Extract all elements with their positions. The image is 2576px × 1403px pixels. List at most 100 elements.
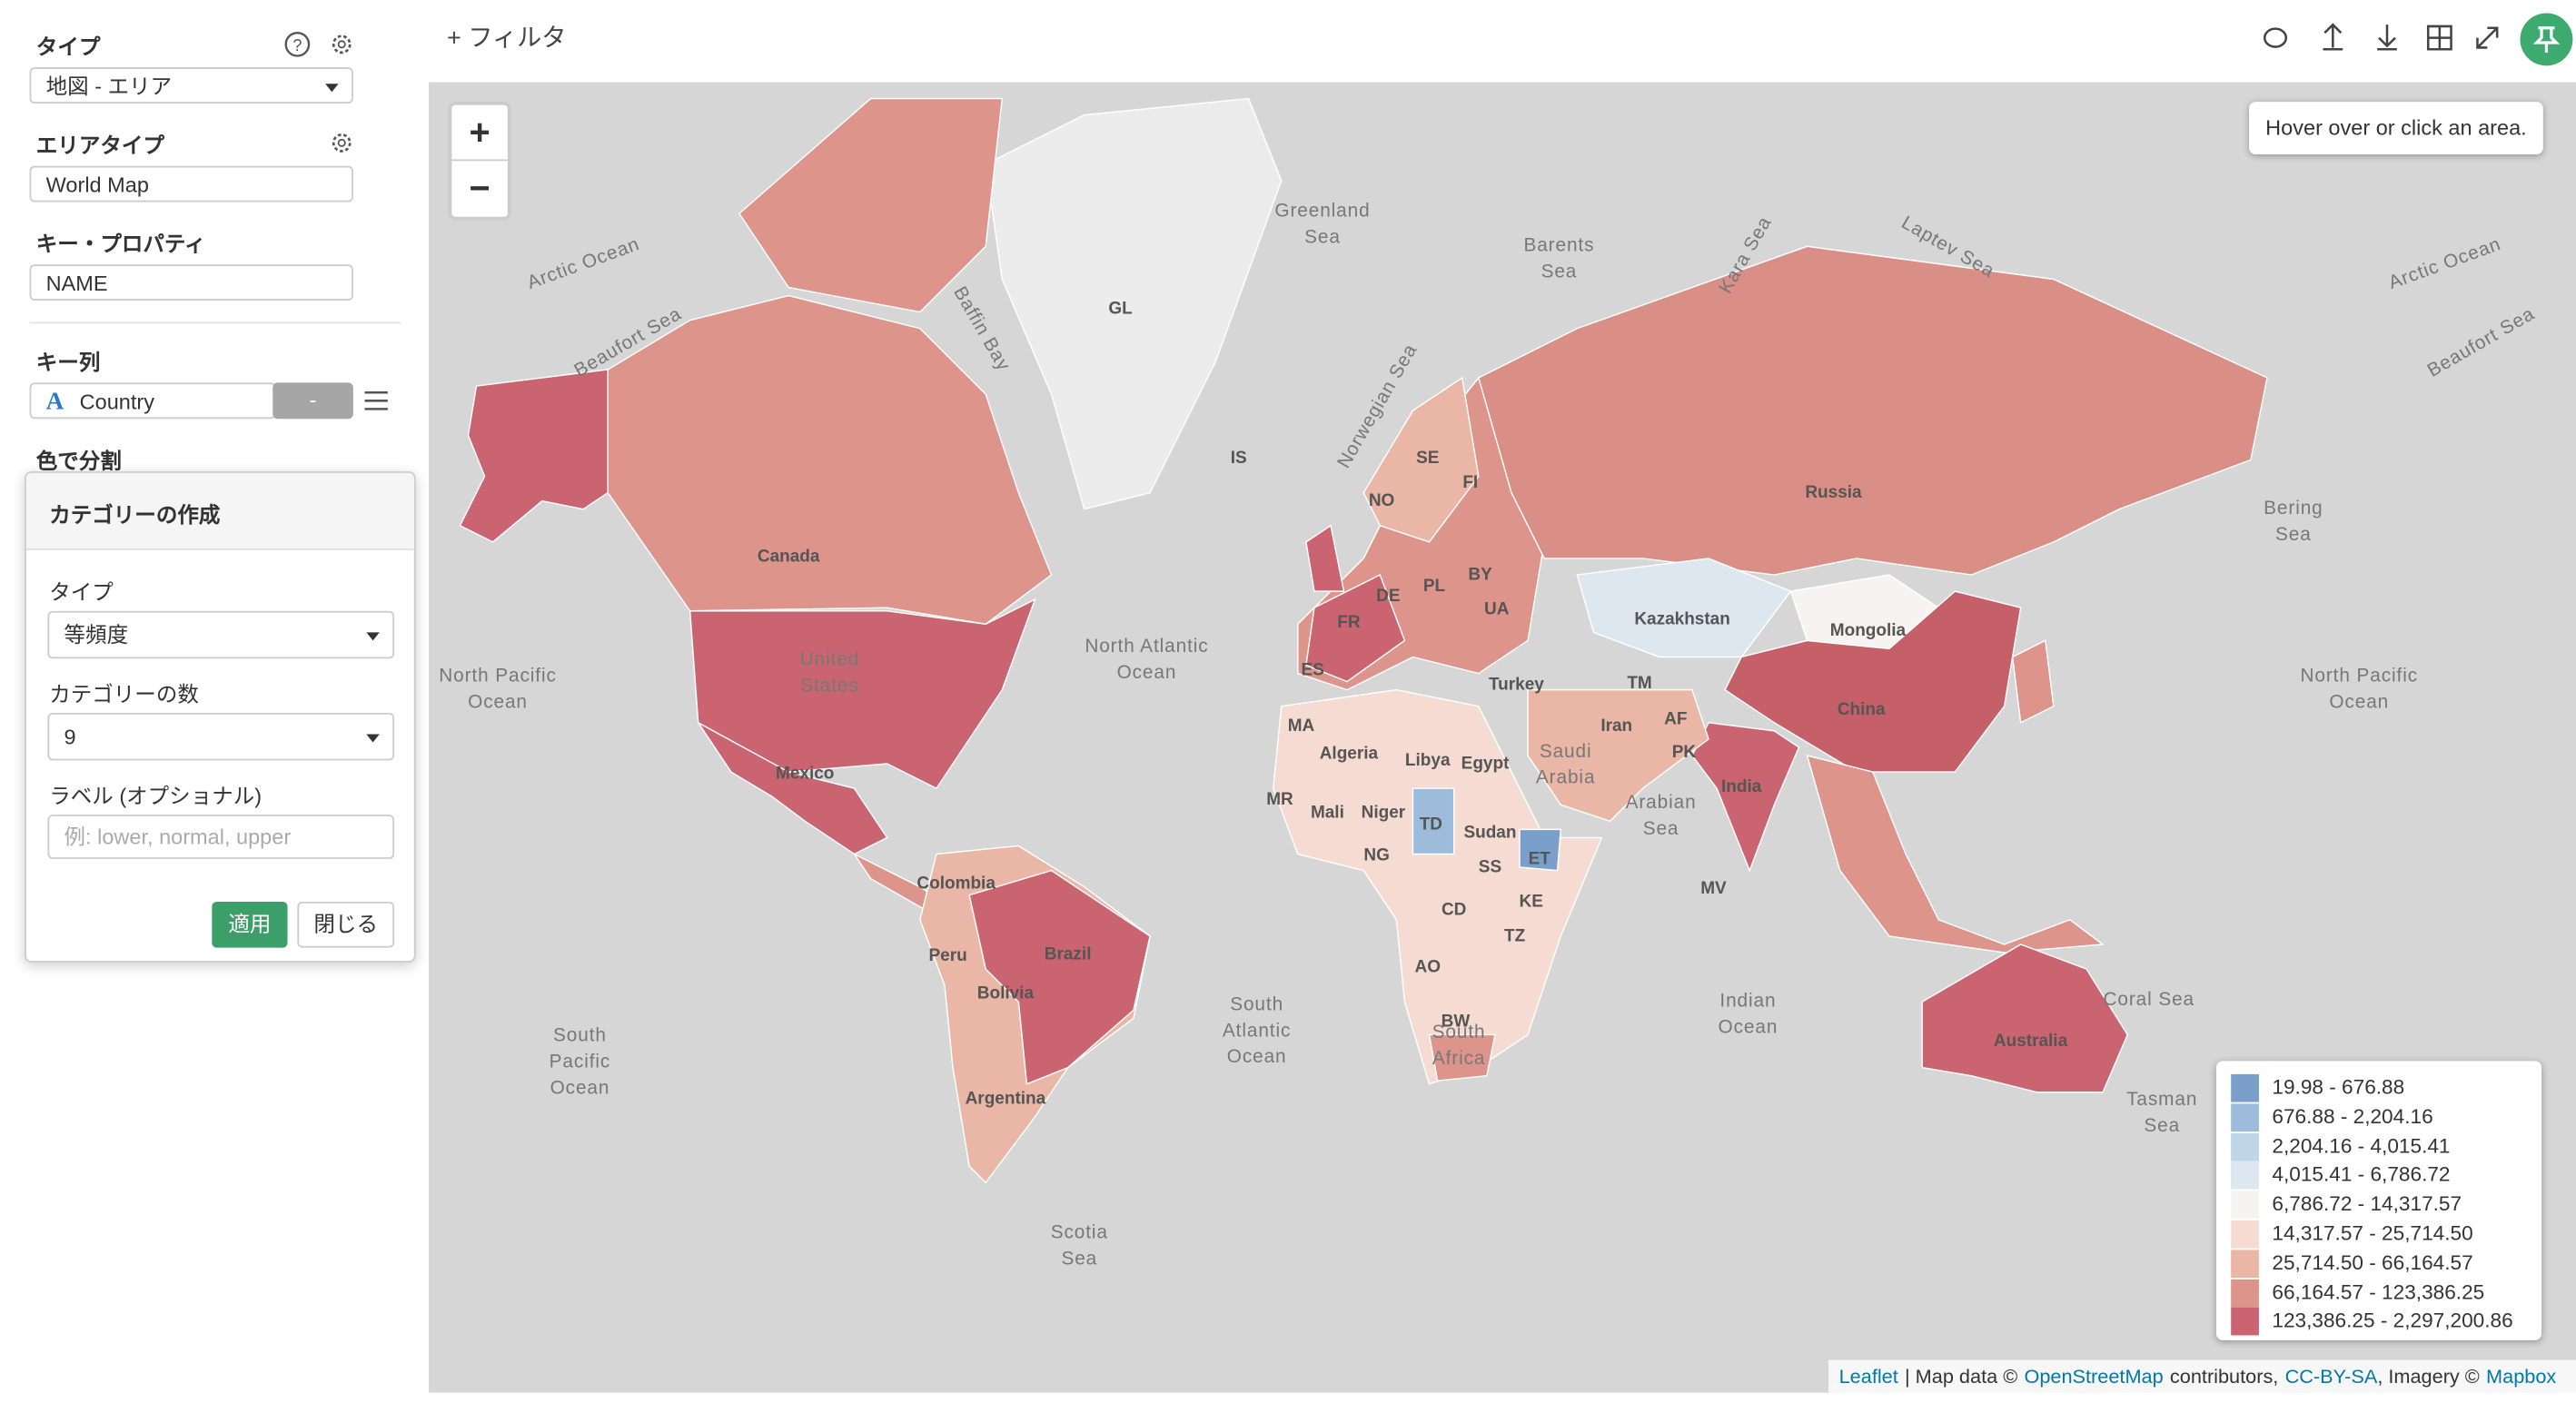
legend-swatch — [2231, 1132, 2259, 1161]
legend-swatch — [2231, 1279, 2259, 1307]
legend-label: 2,204.16 - 4,015.41 — [2272, 1134, 2451, 1158]
map-label-line: NG — [1363, 846, 1389, 865]
map-label: SS — [1479, 857, 1501, 876]
popup-count-select[interactable]: 9 — [47, 712, 395, 761]
australia — [1921, 944, 2129, 1093]
map-label: India — [1721, 777, 1762, 796]
attribution-link[interactable]: Leaflet — [1838, 1365, 1898, 1388]
upload-icon[interactable] — [2323, 23, 2343, 51]
area-type-input[interactable]: World Map — [29, 165, 353, 203]
map-label-line: Ocean — [1117, 662, 1177, 683]
popup-count-value: 9 — [64, 724, 76, 749]
map-label-line: MR — [1266, 790, 1293, 809]
map-label-line: CD — [1442, 900, 1466, 919]
legend-swatch — [2231, 1308, 2259, 1337]
map-label-line: Libya — [1405, 751, 1451, 770]
zoom-in[interactable]: + — [451, 105, 508, 162]
key-property-label: キー・プロパティ — [35, 232, 206, 257]
zoom-out[interactable]: − — [469, 167, 490, 209]
map-label: TZ — [1504, 926, 1526, 945]
type-icons[interactable]: ? — [282, 30, 358, 60]
map-label-line: NO — [1369, 491, 1394, 510]
apply-button[interactable]: 適用 — [212, 901, 288, 948]
comment-icon[interactable] — [2263, 27, 2288, 48]
map-label: SE — [1416, 449, 1439, 468]
map-label: Indian Ocean — [1719, 991, 1778, 1038]
map-label-line: TD — [1420, 815, 1442, 834]
map-label: BY — [1468, 565, 1492, 584]
menu-icon[interactable] — [363, 390, 390, 412]
map-label-line: Russia — [1805, 483, 1862, 502]
key-column-field[interactable]: A Country — [29, 382, 276, 420]
map-label-line: BW — [1442, 1012, 1471, 1031]
map-label-line: Peru — [928, 946, 966, 965]
filter-button[interactable]: + フィルタ — [447, 20, 566, 54]
attribution-link[interactable]: CC-BY-SA — [2284, 1365, 2378, 1388]
hover-info: Hover over or click an area. — [2249, 102, 2543, 155]
map-label-line: Sea — [1304, 227, 1341, 248]
popup-type-label: タイプ — [49, 579, 114, 605]
popup-type-select[interactable]: 等頻度 — [47, 610, 395, 659]
column-type-icon: A — [45, 389, 64, 416]
china — [1724, 590, 2022, 773]
map-label: BW — [1442, 1012, 1471, 1031]
filter-icon: + — [446, 25, 461, 53]
map-label: Sudan — [1463, 823, 1516, 842]
map-label-line: ES — [1301, 660, 1323, 679]
category-popup: カテゴリーの作成 タイプ 等頻度 カテゴリーの数 9 ラベル (オプショナル) … — [25, 471, 416, 963]
pin-button[interactable] — [2520, 13, 2573, 66]
legend-label: 6,786.72 - 14,317.57 — [2272, 1192, 2462, 1216]
attribution-link[interactable]: Mapbox — [2486, 1365, 2557, 1388]
map-label: PK — [1672, 743, 1697, 762]
popup-label-input[interactable]: 例: lower, normal, upper — [47, 815, 395, 859]
uk — [1305, 524, 1345, 592]
map-label: Tasman Sea — [2126, 1089, 2197, 1136]
settings-icon[interactable] — [327, 128, 357, 158]
legend-label: 19.98 - 676.88 — [2272, 1075, 2405, 1100]
map-label-line: India — [1721, 777, 1762, 796]
map-label: Russia — [1805, 483, 1862, 502]
key-property-input[interactable]: NAME — [29, 264, 353, 301]
map-label: Iran — [1600, 716, 1632, 736]
africa — [1272, 688, 1603, 1085]
close-button[interactable]: 閉じる — [297, 901, 395, 948]
map-label: Libya — [1405, 751, 1451, 770]
map-label-line: Ocean — [468, 692, 528, 713]
area-type-label: エリアタイプ — [35, 133, 164, 158]
map-label-line: TZ — [1504, 926, 1526, 945]
filter-text: フィルタ — [468, 25, 567, 53]
legend-label: 14,317.57 - 25,714.50 — [2272, 1221, 2473, 1245]
map-label-line: AO — [1414, 958, 1440, 977]
map-label: North Atlantic Ocean — [1085, 636, 1208, 683]
southeast-asia — [1806, 754, 2105, 953]
download-icon[interactable] — [2377, 25, 2397, 51]
land — [459, 97, 2268, 1184]
key-column-button[interactable]: - — [272, 382, 353, 420]
map-label: MV — [1700, 879, 1727, 898]
map-label: Bolivia — [977, 984, 1035, 1003]
map-label: Australia — [1994, 1032, 2068, 1051]
type-select[interactable]: 地図 - エリア — [29, 67, 353, 104]
attribution-link[interactable]: OpenStreetMap — [2024, 1365, 2164, 1388]
map-label-line: Saudi — [1540, 741, 1592, 762]
expand-icon[interactable] — [2476, 26, 2499, 49]
table-icon[interactable] — [2426, 25, 2452, 51]
map-label: Barents Sea — [1523, 235, 1594, 282]
map-label-line: PK — [1672, 743, 1697, 762]
map-label: AO — [1414, 958, 1440, 977]
color-split-label: 色で分割 — [35, 448, 122, 473]
map-label: TD — [1420, 815, 1442, 834]
map-label-line: Niger — [1362, 804, 1406, 823]
map-label-line: Pacific — [550, 1052, 611, 1072]
map-label: Arabian Sea — [1626, 792, 1697, 839]
map-label: Mongolia — [1830, 621, 1907, 640]
south-africa — [1428, 1033, 1496, 1082]
legend-swatch — [2231, 1250, 2259, 1278]
map-label-line: FR — [1337, 613, 1361, 632]
map-label: CD — [1442, 900, 1466, 919]
map-label-line: Ocean — [2329, 692, 2389, 713]
map-label-line: Atlantic — [1223, 1020, 1291, 1041]
map-label-line: Africa — [1432, 1048, 1486, 1069]
map-label-line: Ocean — [1719, 1017, 1778, 1038]
